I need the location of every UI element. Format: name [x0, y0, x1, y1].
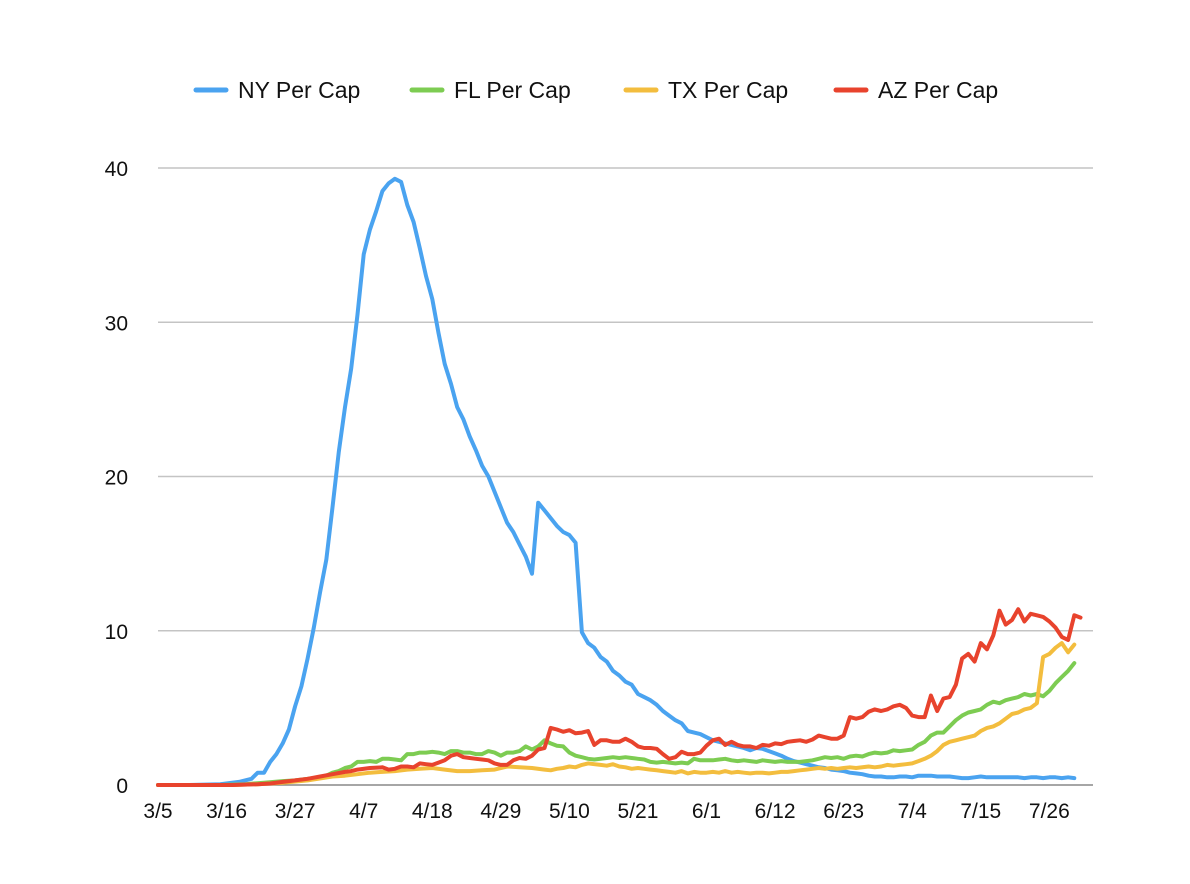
x-tick-label: 6/12	[755, 800, 796, 823]
series-line-ny	[156, 176, 1077, 787]
x-tick-label: 3/5	[143, 800, 172, 823]
x-tick-label: 3/16	[206, 800, 247, 823]
series-lines	[156, 176, 1083, 787]
x-tick-label: 5/21	[618, 800, 659, 823]
x-tick-label: 5/10	[549, 800, 590, 823]
y-tick-label: 30	[105, 312, 128, 335]
x-tick-label: 6/1	[692, 800, 721, 823]
x-tick-label: 7/4	[898, 800, 928, 823]
x-axis-ticks: 3/5 3/16 3/27 4/7 4/18 4/29 5/10 5/21 6/1 6/12 6/2…	[143, 800, 1069, 823]
series-line-az	[156, 607, 1083, 787]
series-line-tx	[156, 641, 1077, 787]
y-tick-label: 40	[105, 158, 128, 181]
legend: NY Per Cap FL Per Cap TX Per Cap AZ Per Cap	[193, 77, 998, 103]
y-tick-label: 10	[105, 621, 128, 644]
x-tick-label: 7/26	[1029, 800, 1070, 823]
legend-label: NY Per Cap	[238, 77, 360, 103]
x-tick-label: 3/27	[275, 800, 316, 823]
y-tick-label: 20	[105, 467, 128, 490]
x-tick-label: 4/29	[480, 800, 521, 823]
y-tick-label: 0	[116, 775, 128, 798]
legend-label: FL Per Cap	[454, 77, 571, 103]
x-tick-label: 4/7	[349, 800, 378, 823]
legend-label: TX Per Cap	[668, 77, 788, 103]
series-line-fl	[156, 661, 1077, 787]
legend-label: AZ Per Cap	[878, 77, 998, 103]
y-axis-ticks: 0 10 20 30 40	[105, 158, 128, 798]
x-tick-label: 4/18	[412, 800, 453, 823]
x-tick-label: 7/15	[960, 800, 1001, 823]
x-tick-label: 6/23	[823, 800, 864, 823]
